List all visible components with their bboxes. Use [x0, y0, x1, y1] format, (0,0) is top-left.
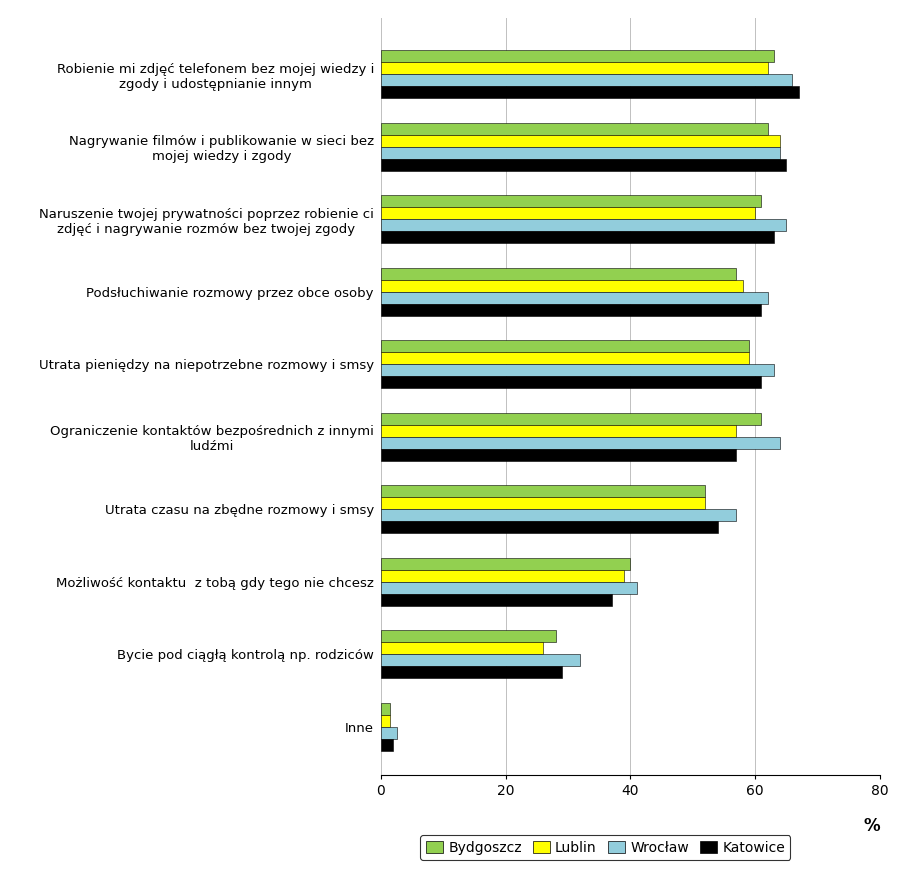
Bar [381, 569, 624, 582]
Bar [381, 630, 555, 642]
Bar [381, 497, 706, 510]
Bar [381, 50, 774, 62]
Bar [381, 147, 780, 159]
Bar [381, 291, 767, 304]
Bar [381, 280, 743, 291]
Bar [381, 74, 793, 86]
Bar [381, 425, 736, 437]
Bar [381, 666, 561, 678]
Bar [381, 135, 780, 147]
Bar [381, 510, 736, 521]
Bar [381, 352, 749, 364]
Bar [381, 413, 761, 425]
Legend: Bydgoszcz, Lublin, Wrocław, Katowice: Bydgoszcz, Lublin, Wrocław, Katowice [420, 835, 791, 860]
Bar [381, 727, 396, 739]
Bar [381, 304, 761, 316]
Bar [381, 340, 749, 352]
Bar [381, 485, 706, 497]
Bar [381, 364, 774, 376]
Bar [381, 582, 637, 594]
Bar [381, 703, 390, 715]
Bar [381, 219, 786, 232]
Bar [381, 195, 761, 208]
Bar [381, 521, 717, 534]
Bar [381, 715, 390, 727]
Bar [381, 642, 543, 654]
Bar [381, 437, 780, 449]
Bar [381, 654, 580, 666]
Bar [381, 267, 736, 280]
Bar [381, 62, 767, 74]
Bar [381, 594, 611, 606]
Bar [381, 86, 799, 98]
Bar [381, 376, 761, 388]
Bar [381, 739, 394, 751]
Text: %: % [863, 817, 880, 835]
Bar [381, 449, 736, 461]
Bar [381, 159, 786, 171]
Bar [381, 232, 774, 243]
Bar [381, 558, 630, 569]
Bar [381, 207, 755, 219]
Bar [381, 123, 767, 135]
